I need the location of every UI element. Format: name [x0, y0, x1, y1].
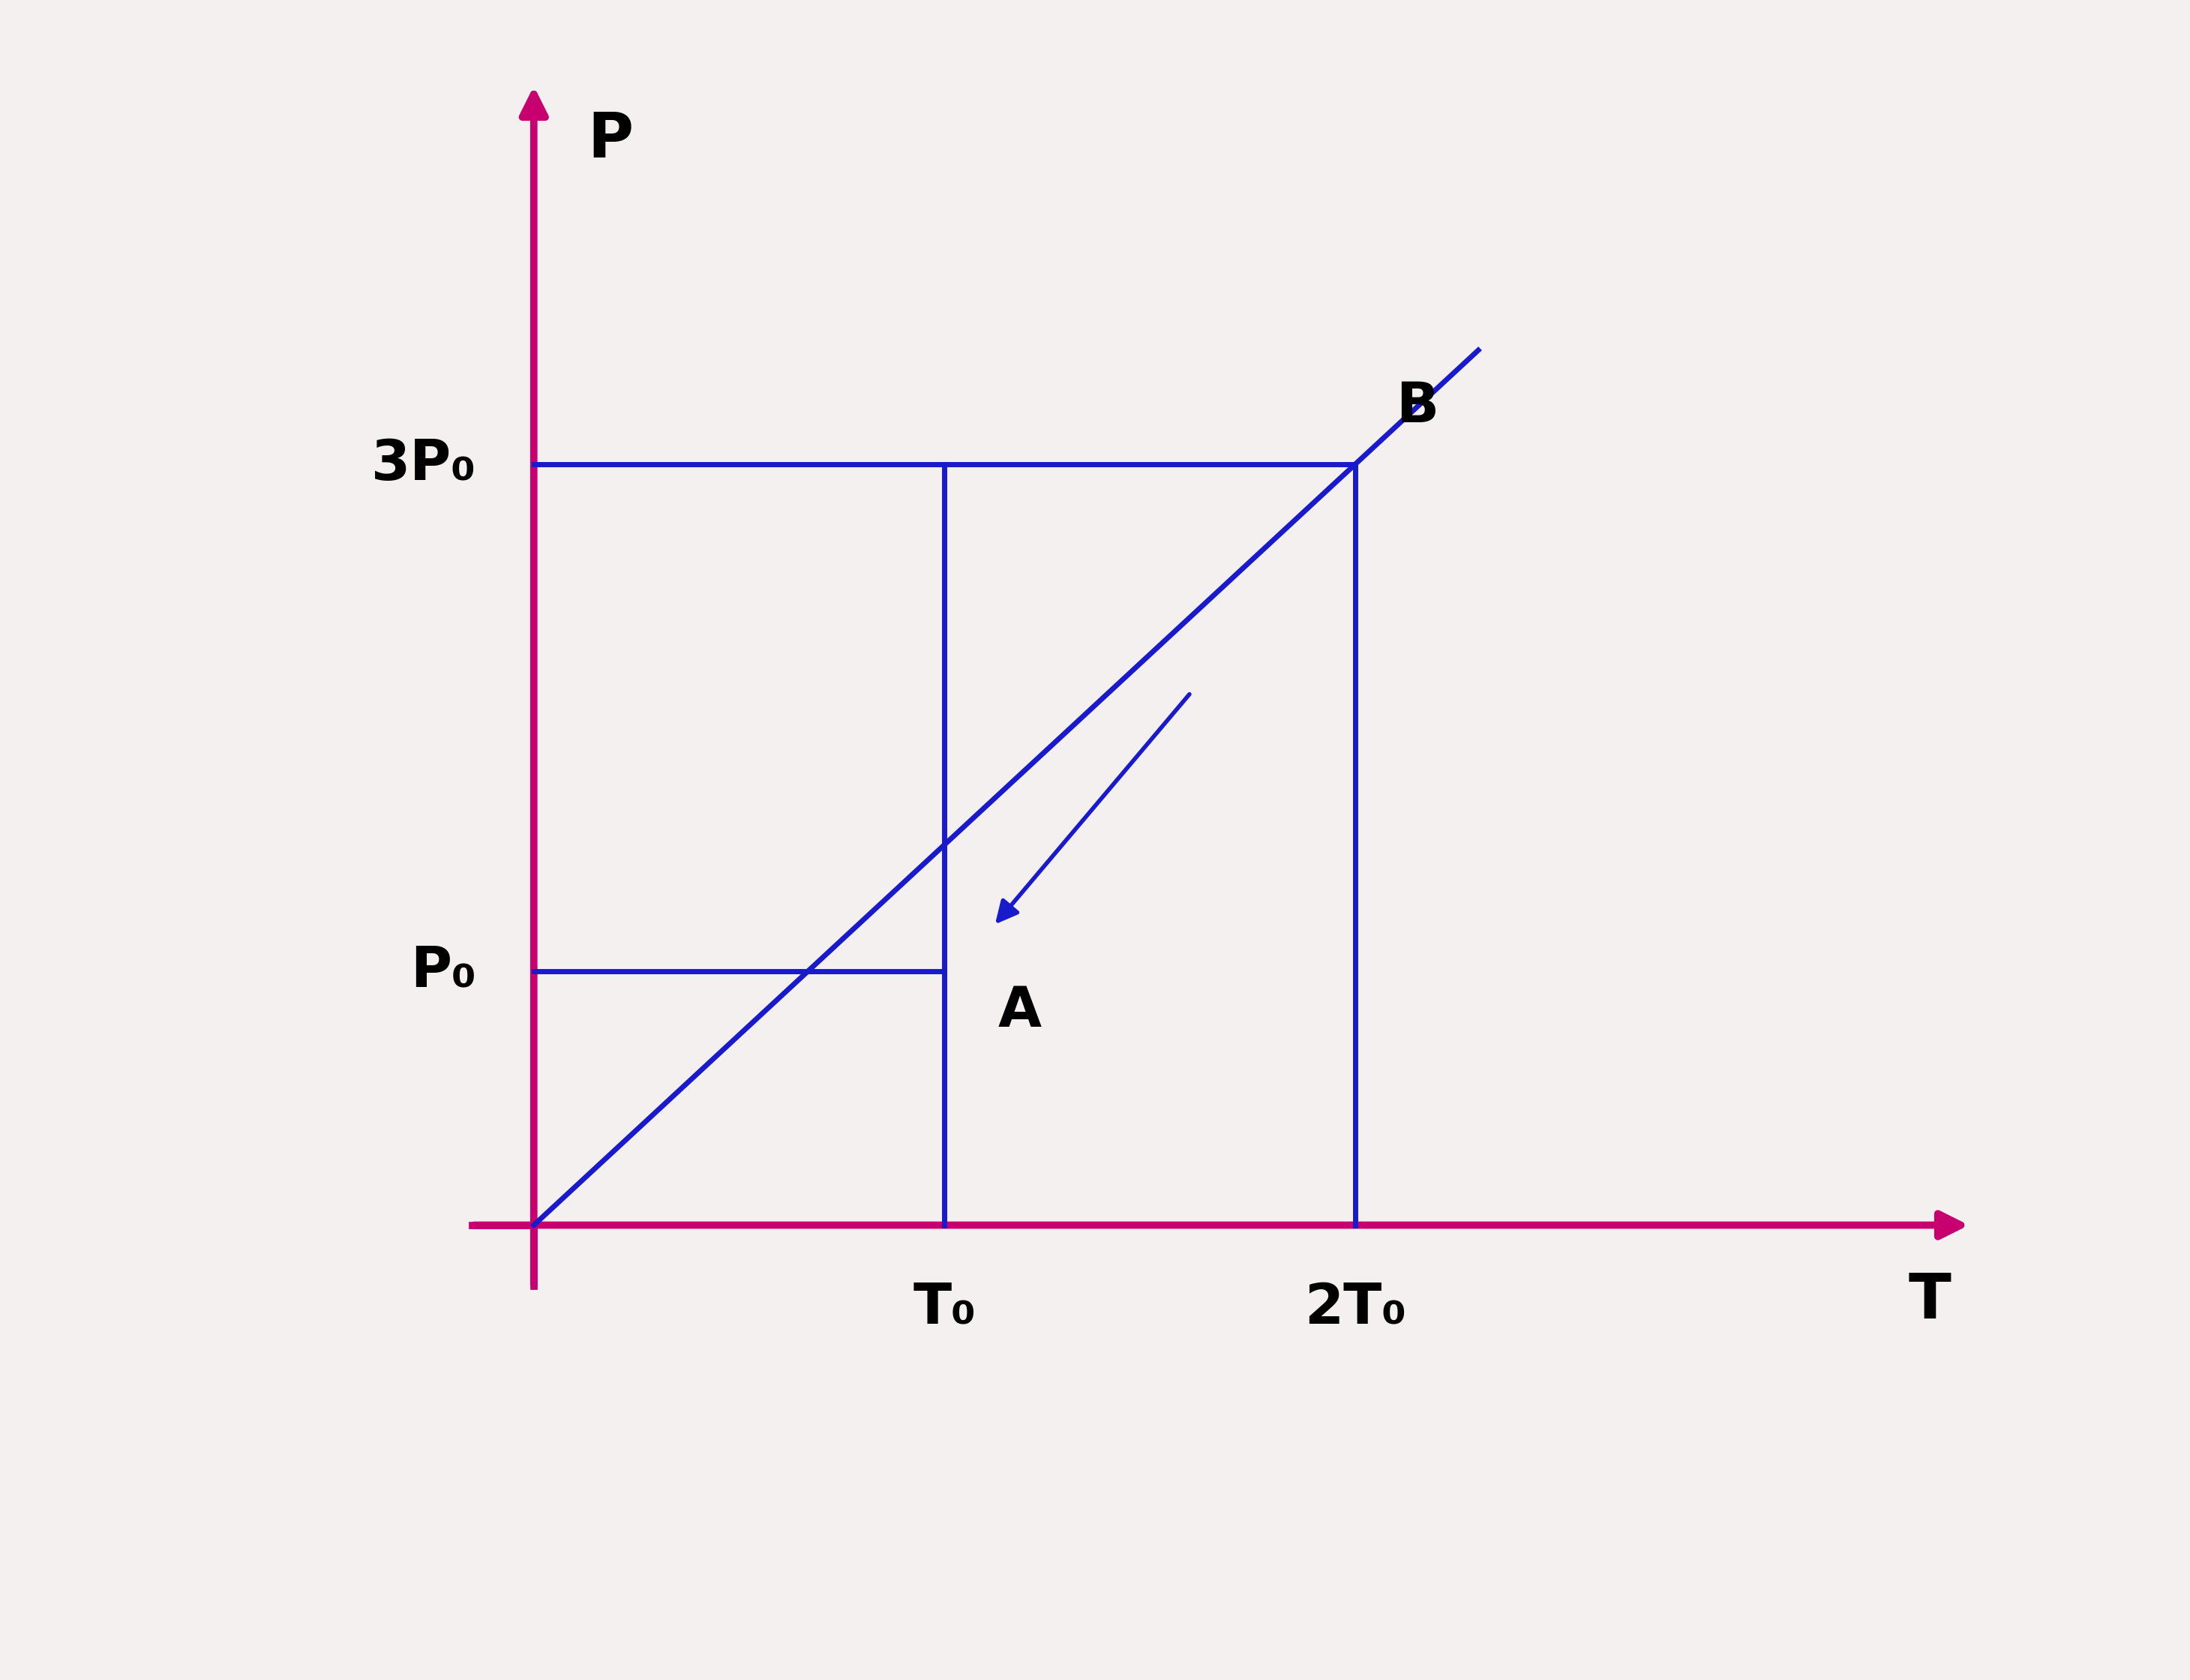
Text: P₀: P₀: [410, 944, 477, 1000]
Text: B: B: [1397, 380, 1439, 433]
Text: T: T: [1910, 1270, 1951, 1332]
Text: P: P: [587, 109, 633, 170]
Text: A: A: [999, 984, 1040, 1038]
Text: T₀: T₀: [913, 1280, 977, 1336]
Text: 2T₀: 2T₀: [1303, 1280, 1406, 1336]
Text: 3P₀: 3P₀: [372, 437, 477, 492]
